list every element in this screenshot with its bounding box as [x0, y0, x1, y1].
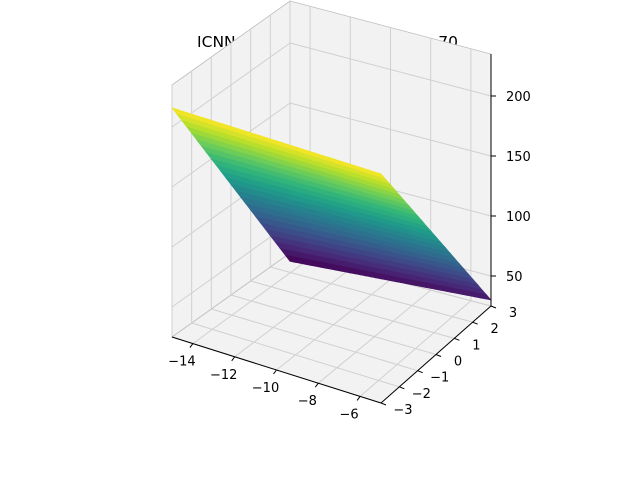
grid-line-y [230, 294, 437, 355]
surface-patch [284, 254, 296, 263]
y-tick-label: −2 [412, 387, 431, 402]
y-tick-label: 1 [472, 338, 480, 353]
surface [171, 107, 492, 301]
grid-line-z-back [289, 102, 492, 157]
z-tick-label: 150 [506, 150, 531, 165]
y-tick-mark [380, 402, 387, 406]
grid-line-z-side [171, 42, 291, 128]
x-tick-mark [231, 356, 236, 362]
z-tick-label: 50 [506, 270, 523, 285]
grid-line-y [191, 322, 400, 388]
x-tick-mark [273, 369, 277, 375]
y-tick-label: 3 [509, 306, 517, 321]
y-tick-label: 2 [491, 322, 499, 337]
x-tick-label: −8 [298, 394, 317, 409]
grid-line-z-side [171, 222, 291, 308]
y-tick-mark [435, 354, 442, 357]
x-tick-label: −12 [210, 368, 237, 383]
y-tick-label: −3 [393, 403, 412, 418]
grid-line-y [211, 308, 418, 372]
y-tick-mark [490, 305, 497, 309]
y-tick-mark [417, 370, 423, 374]
x-tick-label: −10 [252, 381, 279, 396]
x-tick-mark [314, 382, 319, 388]
y-tick-label: 0 [454, 355, 462, 370]
grid-line-y [270, 266, 473, 323]
x-tick-label: −6 [340, 407, 359, 422]
grid-line-y [250, 280, 455, 339]
x-tick-mark [356, 396, 361, 401]
z-tick-label: 100 [506, 210, 531, 225]
y-tick-mark [454, 337, 460, 341]
grid-line-z-back [289, 42, 492, 97]
y-tick-label: −1 [430, 371, 449, 386]
y-tick-mark [472, 321, 478, 325]
axis-lines [171, 54, 497, 406]
x-tick-mark [189, 343, 194, 348]
y-tick-mark [399, 386, 405, 390]
x-tick-label: −14 [168, 355, 195, 370]
z-tick-label: 200 [506, 90, 531, 105]
